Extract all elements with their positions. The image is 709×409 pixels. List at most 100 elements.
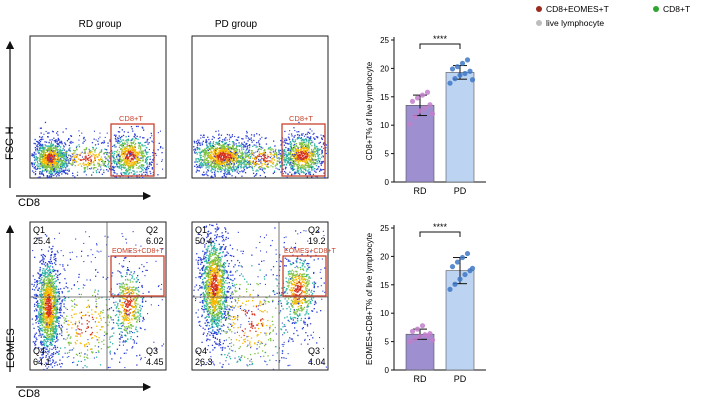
y-tick-label: 10	[380, 121, 389, 130]
point-RD	[410, 329, 415, 334]
significance-bracket	[420, 232, 460, 237]
point-PD	[465, 251, 470, 256]
significance-label: ****	[433, 222, 448, 232]
point-RD	[420, 92, 425, 97]
y-axis-label: EOMES+CD8+T% of live lymphocyte	[365, 232, 374, 365]
y-tick-label: 5	[385, 338, 390, 347]
q1-value-pd: 50.4	[195, 236, 213, 246]
x-tick-label-RD: RD	[414, 374, 427, 384]
bar-chart-cd8t: 0 5 10 15 20 25 CD8+T% of live lymphocyte RD PD *…	[365, 34, 486, 196]
point-PD	[457, 277, 462, 282]
q4-label-rd: Q4	[33, 346, 45, 356]
point-PD	[455, 64, 460, 69]
q1-label-pd: Q1	[195, 225, 207, 235]
q4-value-pd: 26.3	[195, 357, 213, 367]
point-RD	[407, 121, 412, 126]
legend-label-cd8: CD8+T	[663, 4, 690, 14]
legend-swatch-cd8eomes	[536, 6, 542, 12]
point-RD	[417, 334, 422, 339]
q2-value-pd: 19.2	[308, 236, 326, 246]
point-PD	[460, 61, 465, 66]
point-RD	[412, 336, 417, 341]
point-PD	[455, 259, 460, 264]
y-tick-label: 15	[380, 93, 389, 102]
col-label-pd: PD group	[215, 19, 258, 30]
q1-value-rd: 25.4	[33, 236, 51, 246]
y-tick-label: 5	[385, 150, 390, 159]
y-axis-label: CD8+T% of live lymphocyte	[365, 61, 374, 160]
point-RD	[422, 106, 427, 111]
point-RD	[430, 111, 435, 116]
xlabel-cd8-top: CD8	[18, 197, 40, 209]
point-RD	[410, 99, 415, 104]
flow-bottom-pd: EOMES+CD8+T Q1 50.4 Q2 19.2 Q4 26.3 Q3 4…	[192, 222, 336, 370]
bar-PD	[446, 72, 474, 182]
gate-label-cd8t-rd: CD8+T	[119, 114, 143, 123]
bar-RD	[406, 105, 434, 182]
q1-label-rd: Q1	[33, 225, 45, 235]
point-RD	[412, 114, 417, 119]
bar-PD	[446, 271, 474, 370]
y-tick-label: 15	[380, 281, 389, 290]
point-PD	[450, 264, 455, 269]
point-PD	[450, 66, 455, 71]
point-RD	[425, 90, 430, 95]
ylabel-fsc: FSC-H	[4, 126, 16, 160]
significance-bracket	[420, 44, 460, 49]
x-tick-label-RD: RD	[414, 186, 427, 196]
q2-label-rd: Q2	[146, 225, 158, 235]
point-PD	[470, 266, 475, 271]
ylabel-eomes: EOMES	[5, 328, 17, 368]
q4-label-pd: Q4	[195, 346, 207, 356]
point-PD	[470, 77, 475, 82]
y-tick-label: 20	[380, 64, 389, 73]
flow-top-rd: CD8+T	[30, 36, 166, 178]
y-tick-label: 0	[385, 178, 390, 187]
legend-swatch-live	[536, 20, 542, 26]
q3-label-pd: Q3	[308, 346, 320, 356]
y-tick-label: 20	[380, 252, 389, 261]
point-PD	[460, 255, 465, 260]
gate-label-cd8t-pd: CD8+T	[289, 114, 313, 123]
y-tick-label: 25	[380, 36, 389, 45]
legend-swatch-cd8	[653, 6, 659, 12]
point-RD	[415, 327, 420, 332]
point-RD	[430, 337, 435, 342]
point-RD	[417, 108, 422, 113]
gate-label-eomes-rd: EOMES+CD8+T	[112, 248, 164, 255]
point-PD	[452, 76, 457, 81]
q4-value-rd: 64.1	[33, 357, 51, 367]
point-PD	[467, 69, 472, 74]
flow-bottom-rd: EOMES+CD8+T Q1 25.4 Q2 6.02 Q4 64.1 Q3 4…	[30, 222, 166, 370]
point-PD	[462, 272, 467, 277]
legend-label-cd8eomes: CD8+EOMES+T	[546, 4, 609, 14]
point-PD	[462, 71, 467, 76]
point-RD	[427, 102, 432, 107]
q3-value-pd: 4.04	[308, 357, 326, 367]
point-RD	[425, 333, 430, 338]
q2-value-rd: 6.02	[146, 236, 164, 246]
col-label-rd: RD group	[79, 19, 122, 30]
point-PD	[465, 57, 470, 62]
significance-label: ****	[433, 34, 448, 44]
gate-label-eomes-pd: EOMES+CD8+T	[284, 248, 336, 255]
q2-label-pd: Q2	[308, 225, 320, 235]
point-PD	[452, 282, 457, 287]
x-tick-label-PD: PD	[454, 186, 467, 196]
x-tick-label-PD: PD	[454, 374, 467, 384]
point-RD	[407, 339, 412, 344]
point-RD	[415, 95, 420, 100]
legend-label-live: live lymphocyte	[546, 18, 604, 28]
q3-label-rd: Q3	[146, 346, 158, 356]
point-PD	[457, 73, 462, 78]
point-PD	[447, 287, 452, 292]
point-RD	[420, 323, 425, 328]
tsne-legend: CD8+EOMES+T CD8+T live lymphocyte	[536, 4, 690, 28]
flow-top-pd: CD8+T	[192, 36, 328, 178]
point-PD	[447, 81, 452, 86]
q3-value-rd: 4.45	[146, 357, 164, 367]
y-tick-label: 10	[380, 309, 389, 318]
y-tick-label: 25	[380, 224, 389, 233]
